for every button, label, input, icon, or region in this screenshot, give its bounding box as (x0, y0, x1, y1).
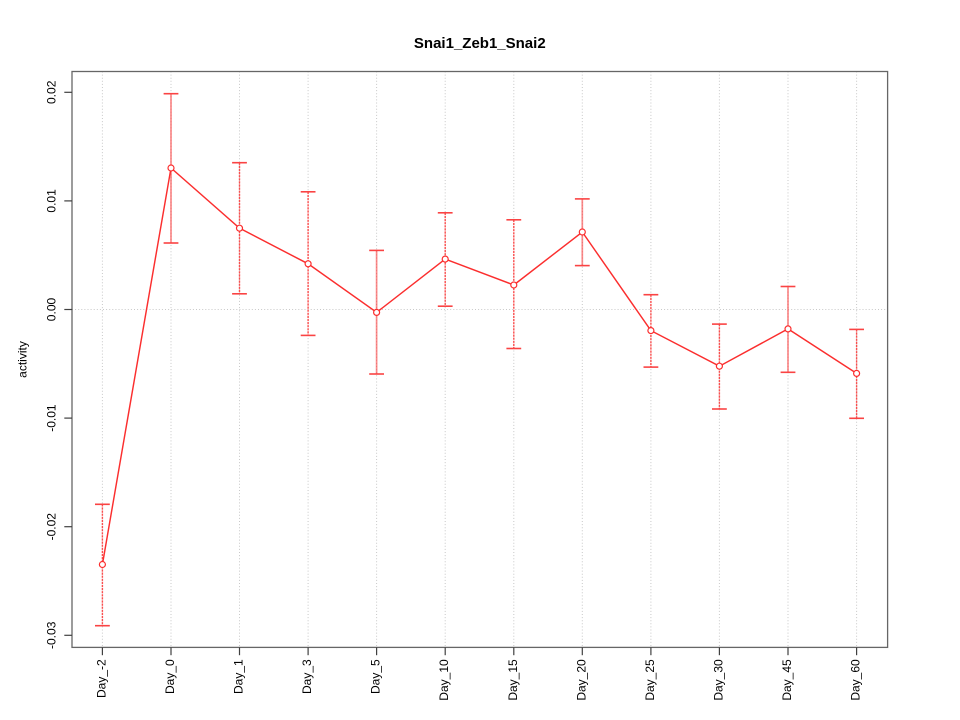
svg-text:-0.03: -0.03 (45, 621, 59, 649)
svg-text:Day_5: Day_5 (369, 659, 383, 694)
svg-text:Day_15: Day_15 (506, 659, 520, 701)
svg-text:Day_45: Day_45 (780, 659, 794, 701)
svg-text:activity: activity (16, 341, 30, 378)
svg-text:Day_25: Day_25 (643, 659, 657, 701)
svg-text:Day_-2: Day_-2 (94, 659, 108, 698)
svg-text:0.02: 0.02 (45, 80, 59, 104)
svg-text:Snai1_Zeb1_Snai2: Snai1_Zeb1_Snai2 (414, 35, 546, 52)
svg-text:Day_20: Day_20 (574, 659, 588, 701)
svg-text:Day_60: Day_60 (849, 659, 863, 701)
svg-text:Day_30: Day_30 (711, 659, 725, 701)
svg-text:-0.01: -0.01 (45, 404, 59, 432)
svg-text:Day_0: Day_0 (163, 659, 177, 694)
svg-text:Day_1: Day_1 (232, 659, 246, 694)
svg-text:Day_10: Day_10 (437, 659, 451, 701)
svg-text:Day_3: Day_3 (300, 659, 314, 694)
svg-text:-0.02: -0.02 (45, 513, 59, 541)
svg-text:0.00: 0.00 (45, 297, 59, 321)
svg-text:0.01: 0.01 (45, 189, 59, 213)
